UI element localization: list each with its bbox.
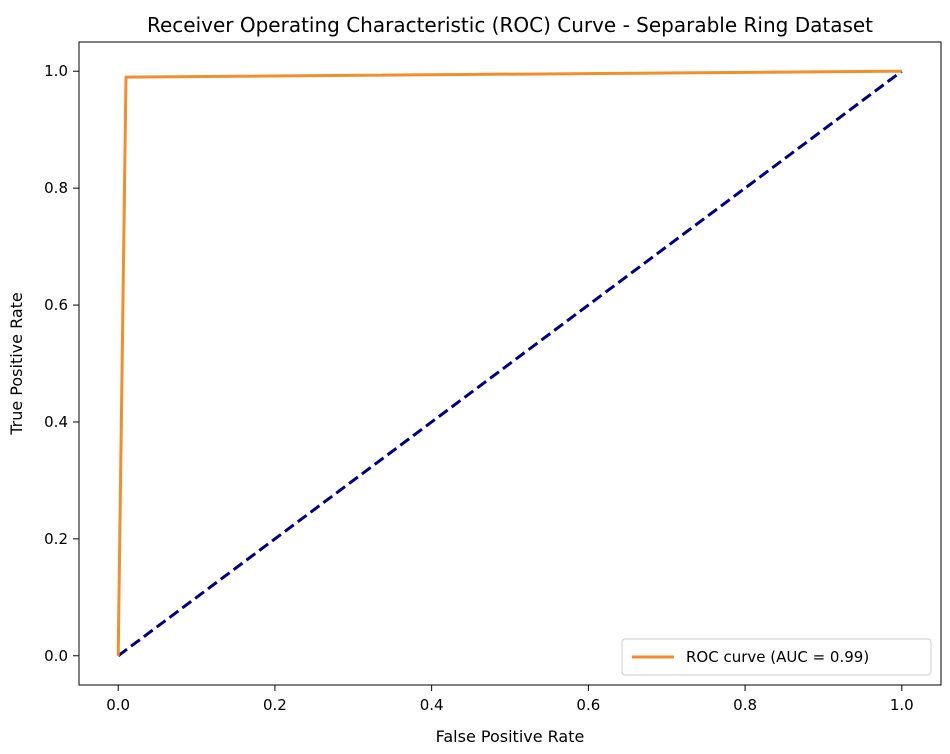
x-tick-label: 0.8 [733, 696, 757, 714]
x-axis-label: False Positive Rate [436, 727, 585, 746]
legend: ROC curve (AUC = 0.99) [621, 638, 932, 676]
y-tick-label: 0.8 [44, 179, 68, 197]
x-tick-label: 0.2 [263, 696, 287, 714]
plot-area [78, 41, 942, 686]
x-tick-label: 1.0 [890, 696, 914, 714]
y-tick-label: 1.0 [44, 62, 68, 80]
x-tick-label: 0.4 [420, 696, 444, 714]
y-tick-label: 0.4 [44, 413, 68, 431]
chance-diagonal-line [117, 69, 903, 658]
y-axis-label: True Positive Rate [7, 292, 26, 436]
y-axis-ticks: 0.0 0.2 0.4 0.6 0.8 1.0 [44, 62, 79, 665]
y-tick-label: 0.6 [44, 296, 68, 314]
roc-curve-line [116, 69, 902, 656]
series-layer [116, 69, 903, 658]
legend-label-roc: ROC curve (AUC = 0.99) [686, 648, 869, 666]
x-axis-ticks: 0.0 0.2 0.4 0.6 0.8 1.0 [106, 685, 914, 714]
x-tick-label: 0.6 [576, 696, 600, 714]
x-tick-label: 0.0 [106, 696, 130, 714]
legend-box [621, 638, 932, 676]
chart-title: Receiver Operating Characteristic (ROC) … [147, 13, 873, 37]
y-tick-label: 0.2 [44, 530, 68, 548]
y-tick-label: 0.0 [44, 647, 68, 665]
